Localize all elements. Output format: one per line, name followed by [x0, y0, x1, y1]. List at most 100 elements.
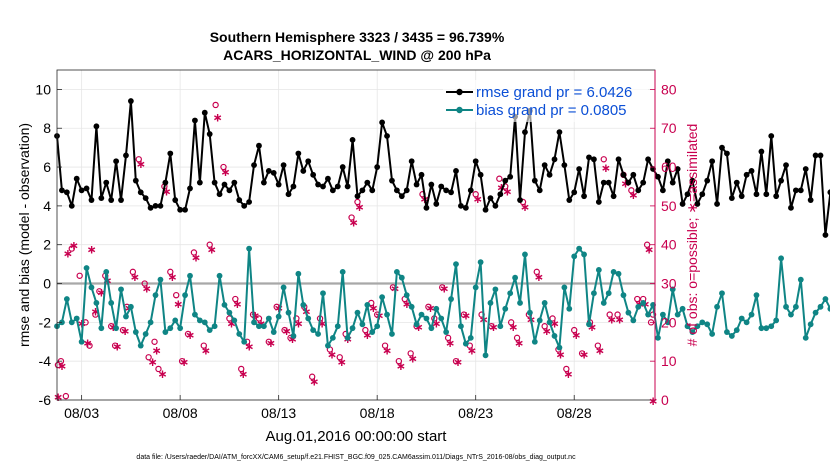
- possible-obs-marker: [594, 342, 602, 349]
- bias-point: [78, 338, 85, 345]
- rmse-point: [157, 202, 164, 209]
- bias-point: [93, 300, 100, 306]
- rmse-point: [285, 191, 292, 198]
- possible-obs-marker: [68, 245, 75, 252]
- bias-point: [645, 311, 652, 318]
- assimilated-obs-marker: ∗: [467, 344, 477, 358]
- assimilated-obs-marker: ∗: [287, 332, 297, 346]
- y-tick-label-right: 50: [661, 198, 677, 214]
- bias-point: [522, 251, 528, 258]
- rmse-point: [349, 136, 356, 143]
- bias-point: [615, 270, 622, 277]
- possible-obs-marker: [541, 323, 548, 330]
- bias-point: [295, 270, 302, 277]
- bias-point: [817, 303, 824, 310]
- x-tick-label: 08/23: [458, 405, 493, 421]
- rmse-point: [566, 197, 573, 203]
- bias-point: [177, 325, 184, 332]
- rmse-point: [354, 193, 361, 200]
- rmse-point: [783, 162, 789, 169]
- rmse-point: [187, 185, 193, 192]
- assimilated-obs-marker: ∗: [634, 297, 644, 311]
- possible-obs-marker: [76, 272, 83, 279]
- x-tick-label: 08/13: [261, 405, 296, 421]
- rmse-point: [679, 201, 686, 207]
- x-tick-label: 08/18: [360, 405, 395, 421]
- possible-obs-marker: [643, 241, 651, 248]
- possible-obs-marker: [354, 198, 361, 206]
- bias-point: [418, 311, 425, 318]
- assimilated-obs-marker: ∗: [502, 184, 512, 198]
- bias-point: [655, 334, 661, 341]
- possible-obs-marker: [407, 350, 414, 357]
- assimilated-obs-marker: ∗: [445, 336, 455, 350]
- bias-point: [132, 329, 139, 335]
- assimilated-obs-marker: ∗: [488, 320, 498, 334]
- possible-obs-marker: [452, 357, 460, 365]
- y-axis-label-right: # of obs: o=possible; ∗=assimilated: [684, 124, 700, 347]
- assimilated-obs-marker: ∗: [368, 301, 378, 315]
- rmse-point: [300, 168, 307, 174]
- bias-point: [290, 333, 297, 339]
- rmse-point: [393, 187, 400, 194]
- assimilated-obs-marker: ∗: [549, 316, 559, 330]
- bias-point: [541, 300, 548, 306]
- rmse-point: [522, 129, 528, 136]
- rmse-point: [788, 204, 794, 211]
- possible-obs-marker: [255, 315, 263, 322]
- assimilated-obs-marker: ∗: [226, 316, 236, 330]
- assimilated-obs-marker: ∗: [555, 347, 565, 361]
- assimilated-obs-marker: ∗: [173, 297, 183, 311]
- rmse-point: [635, 187, 642, 194]
- rmse-point: [541, 162, 548, 169]
- rmse-point: [196, 179, 203, 186]
- assimilated-obs-marker: ∗: [563, 367, 573, 381]
- rmse-point: [167, 150, 174, 157]
- rmse-point: [689, 177, 696, 184]
- assimilated-obs-marker: ∗: [207, 243, 217, 257]
- bias-point: [339, 268, 346, 275]
- footnote: data file: /Users/raeder/DAI/ATM_forcXX/…: [136, 454, 576, 461]
- possible-obs-marker: [628, 187, 635, 194]
- bias-point: [379, 294, 386, 301]
- bias-point: [320, 290, 326, 297]
- assimilated-obs-marker: ∗: [571, 328, 581, 342]
- rmse-point: [595, 199, 602, 205]
- rmse-point: [497, 191, 504, 198]
- rmse-point: [605, 179, 612, 186]
- rmse-point: [812, 152, 819, 159]
- rmse-point: [448, 189, 454, 196]
- y-axis-label-left: rmse and bias (model - observation): [16, 123, 32, 347]
- y-tick-label-right: 60: [661, 159, 677, 175]
- rmse-point: [310, 171, 317, 178]
- rmse-point: [655, 173, 661, 180]
- bias-point: [630, 317, 637, 324]
- rmse-point: [699, 191, 706, 198]
- bias-point: [576, 245, 583, 252]
- legend-label-rmse: rmse grand pr = 6.0426: [476, 84, 632, 101]
- bias-point: [310, 327, 317, 334]
- possible-obs-marker: [348, 214, 355, 221]
- possible-obs-marker: [614, 311, 621, 318]
- possible-obs-marker: [571, 326, 578, 334]
- bias-point: [453, 261, 459, 268]
- assimilated-obs-marker: ∗: [250, 309, 260, 323]
- assimilated-obs-marker: ∗: [83, 336, 93, 350]
- bias-point: [551, 333, 558, 339]
- rmse-point: [773, 193, 780, 200]
- rmse-point: [418, 171, 425, 178]
- assimilated-obs-marker: ∗: [425, 301, 435, 315]
- bias-point: [433, 305, 440, 312]
- legend: rmse grand pr = 6.0426 bias grand pr = 0…: [443, 80, 648, 122]
- y-tick-label-right: 0: [661, 392, 669, 408]
- assimilated-obs-marker: ∗: [534, 270, 544, 284]
- rmse-point: [162, 179, 169, 186]
- rmse-point: [571, 189, 578, 196]
- assimilated-obs-marker: ∗: [191, 250, 201, 264]
- bias-point: [68, 319, 75, 326]
- bias-point: [172, 317, 179, 324]
- rmse-point: [645, 156, 652, 163]
- assimilated-obs-marker: ∗: [112, 340, 122, 354]
- bias-point: [241, 338, 248, 345]
- bias-point: [83, 265, 90, 271]
